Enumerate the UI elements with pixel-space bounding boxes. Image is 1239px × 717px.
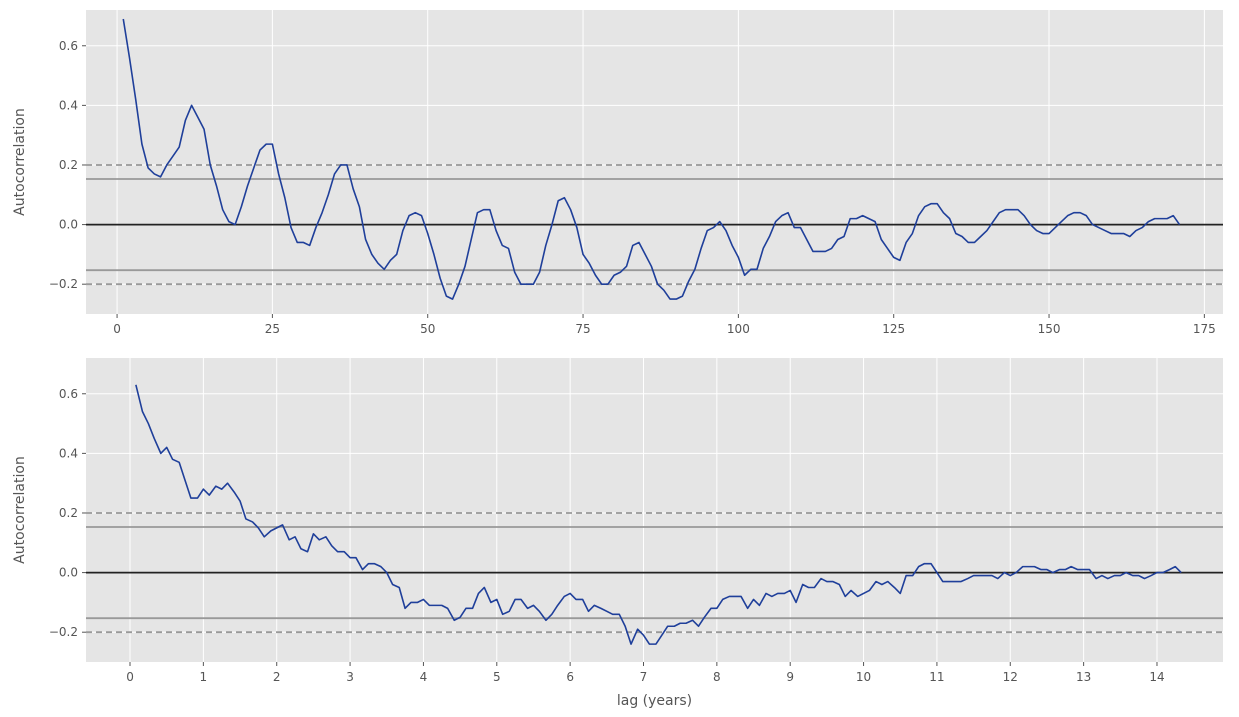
x-tick-label: 9 [786,670,794,684]
x-tick-label: 75 [575,322,590,336]
x-tick-label: 2 [273,670,281,684]
x-tick-label: 100 [727,322,750,336]
autocorrelation-line [135,384,1182,645]
x-tick-label: 25 [265,322,280,336]
y-axis-label: Autocorrelation [12,456,28,564]
autocorrelation-line [122,18,1181,300]
x-tick-label: 10 [856,670,871,684]
x-tick-label: 0 [113,322,121,336]
y-tick-label: 0.6 [59,39,78,53]
y-tick-label: 0.6 [59,387,78,401]
x-tick-label: 175 [1193,322,1216,336]
y-tick-label: 0.4 [59,98,78,112]
y-tick-label: 0.0 [59,218,78,232]
x-tick-label: 6 [566,670,574,684]
y-tick-label: 0.2 [59,506,78,520]
x-tick-label: 7 [640,670,648,684]
plot-area [86,358,1223,662]
x-tick-label: 50 [420,322,435,336]
x-tick-label: 4 [420,670,428,684]
y-tick-label: −0.2 [49,277,78,291]
x-tick-label: 11 [929,670,944,684]
x-tick-label: 13 [1076,670,1091,684]
chart-panel-2: 0 1 2 3 4 5 6 7 8 9 10 11 12 13 14−0.20.00.20.40.6Auto… [12,358,1223,709]
x-tick-label: 0 [126,670,134,684]
x-tick-label: 3 [346,670,354,684]
x-tick-label: 150 [1038,322,1061,336]
y-tick-label: 0.0 [59,566,78,580]
x-tick-label: 8 [713,670,721,684]
x-tick-label: 14 [1149,670,1164,684]
y-tick-label: 0.4 [59,446,78,460]
x-tick-label: 12 [1003,670,1018,684]
y-tick-label: −0.2 [49,625,78,639]
x-tick-label: 1 [200,670,208,684]
x-tick-label: 125 [882,322,905,336]
chart-panel-1: 0 25 50 75 100 125 150 175 −0.2 0.0 0.2 0.4 0.6 Autoc… [12,10,1223,336]
x-tick-label: 5 [493,670,501,684]
y-axis-label: Autocorrelation [12,108,28,216]
y-tick-label: 0.2 [59,158,78,172]
x-axis-label: lag (years) [617,693,692,709]
